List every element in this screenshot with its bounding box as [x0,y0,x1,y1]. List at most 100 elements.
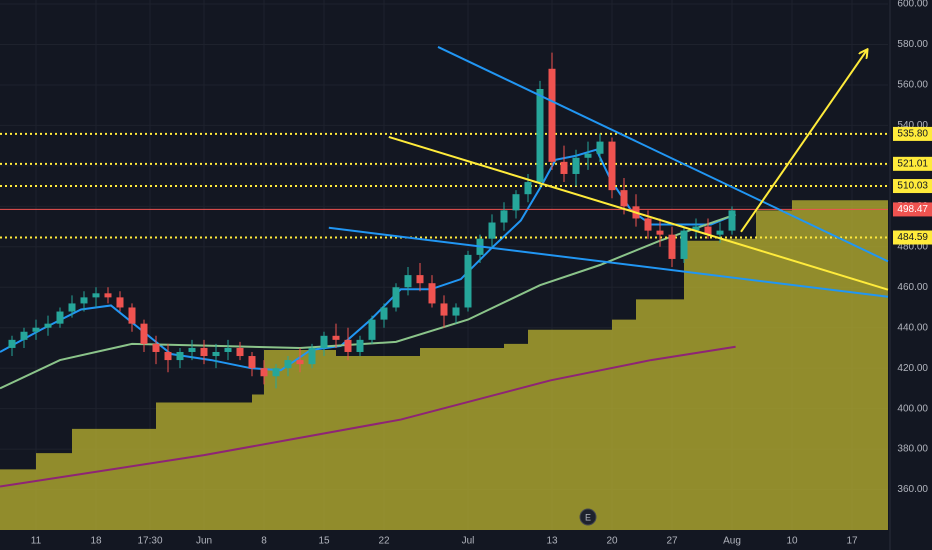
candle-body [620,190,628,207]
moving-average [0,345,736,488]
candle-body [524,182,532,195]
candle-body [152,343,160,352]
candle-body [212,351,220,357]
candle-body [368,319,376,340]
candle-body [464,254,472,308]
candle-body [320,335,328,348]
candle-body [308,347,316,365]
candle-body [116,297,124,308]
trendline [328,226,889,298]
candle-body [68,303,76,312]
candle-body [8,339,16,348]
candle-body [572,157,580,174]
x-tick-label: Jul [462,536,475,547]
candle-body [680,230,688,259]
candle-body [56,311,64,324]
x-tick-label: Jun [196,536,212,547]
x-tick-label: 18 [90,536,102,547]
y-tick-label: 440.00 [897,322,928,333]
candle-body [584,153,592,158]
trendline [740,50,867,233]
candle-body [104,293,112,298]
earnings-label: E [585,512,591,522]
candle-body [728,210,736,231]
trendline [437,46,889,263]
x-tick-label: 11 [31,536,42,547]
candle-body [188,347,196,352]
candle-body [452,307,460,316]
candle-body [716,230,724,235]
candle-body [140,323,148,344]
y-tick-label: 560.00 [897,80,928,91]
candle-body [416,275,424,284]
candle-body [284,360,292,369]
candle-body [512,194,520,211]
candle-body [344,339,352,352]
candle-body [296,360,304,365]
y-tick-label: 360.00 [897,484,928,495]
candle-body [200,347,208,357]
candle-body [164,351,172,361]
y-tick-label: 540.00 [897,120,928,131]
trendline [388,135,889,291]
candle-body [560,161,568,174]
level-label: 484.59 [897,232,928,243]
candle-body [92,293,100,298]
candle-body [404,275,412,288]
candle-body [488,222,496,239]
candle-body [332,335,340,340]
y-tick-label: 600.00 [897,0,928,10]
candle-body [608,141,616,191]
y-tick-label: 420.00 [897,363,928,374]
earnings-marker [579,508,597,526]
x-tick-label: 17:30 [137,536,162,547]
candle-body [260,368,268,377]
level-badge [893,156,932,171]
candle-body [356,339,364,352]
x-tick-label: 15 [318,536,330,547]
level-badge [893,126,932,141]
candle-body [32,327,40,332]
candle-body [20,331,28,340]
candle-body [392,287,400,308]
x-tick-label: Aug [723,536,741,547]
y-tick-label: 460.00 [897,282,928,293]
candle-body [80,297,88,304]
x-tick-label: 13 [546,536,558,547]
x-tick-label: 17 [846,536,858,547]
level-label: 521.01 [897,158,928,169]
x-tick-label: 27 [666,536,678,547]
y-tick-label: 480.00 [897,241,928,252]
level-label: 498.47 [897,204,928,215]
level-badge [893,202,932,217]
level-badge [893,230,932,245]
candle-body [692,226,700,231]
y-tick-label: 400.00 [897,403,928,414]
candle-body [248,356,256,369]
candle-body [380,307,388,320]
candle-body [704,226,712,235]
candle-body [44,323,52,328]
x-tick-label: 8 [261,536,267,547]
candle-body [236,347,244,357]
level-label: 510.03 [897,181,928,192]
candle-body [596,141,604,154]
candle-body [500,210,508,223]
candle-body [128,307,136,324]
x-tick-label: 22 [378,536,390,547]
y-tick-label: 380.00 [897,444,928,455]
candle-body [668,234,676,259]
candle-body [440,303,448,316]
x-tick-label: 20 [606,536,618,547]
candle-body [224,347,232,352]
cloud-area [0,200,888,530]
moving-average [0,213,736,390]
candle-body [548,68,556,162]
candle-body [644,218,652,231]
candle-body [272,368,280,377]
x-tick-label: 10 [786,536,798,547]
candle-body [536,89,544,183]
candle-body [176,351,184,361]
level-label: 535.80 [897,129,928,140]
